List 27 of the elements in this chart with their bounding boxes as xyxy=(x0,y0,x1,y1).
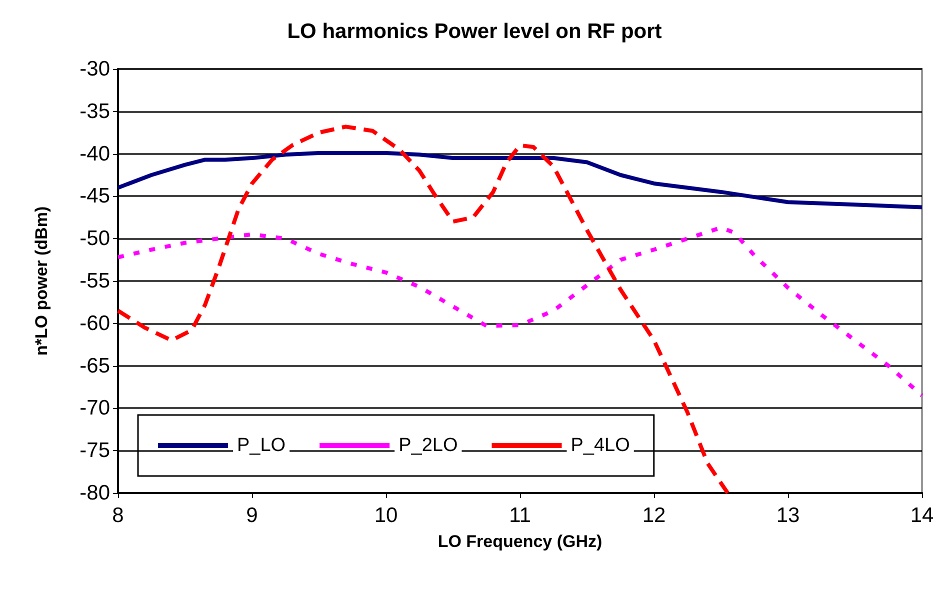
y-tick-label: -55 xyxy=(80,270,110,292)
x-tick-label: 9 xyxy=(246,504,258,527)
x-tick-label: 12 xyxy=(642,504,666,527)
y-tick-label: -75 xyxy=(80,439,110,462)
line-series xyxy=(116,124,730,495)
legend-label: P_2LO xyxy=(398,435,458,456)
legend-label: P_LO xyxy=(237,435,286,456)
x-tick-label: 8 xyxy=(112,504,124,527)
line-series xyxy=(116,150,924,210)
y-tick-label: -50 xyxy=(80,227,110,250)
y-tick-label: -45 xyxy=(80,184,110,208)
x-tick-label: 11 xyxy=(509,504,531,527)
y-tick-label: -35 xyxy=(80,100,110,123)
y-tick-label: -80 xyxy=(80,482,110,504)
line-series xyxy=(116,226,924,398)
y-tick-label: -70 xyxy=(80,396,110,420)
x-tick-label: 14 xyxy=(910,504,934,527)
chart-title: LO harmonics Power level on RF port xyxy=(287,20,662,43)
y-axis-title: n*LO power (dBm) xyxy=(32,206,51,356)
y-tick-label: -30 xyxy=(80,58,110,80)
y-tick-label: -65 xyxy=(80,354,110,378)
x-tick-label: 13 xyxy=(776,504,800,527)
x-tick-label: 10 xyxy=(374,504,398,527)
legend-label: P_4LO xyxy=(570,435,630,456)
x-axis-title: LO Frequency (GHz) xyxy=(438,532,602,551)
y-tick-label: -40 xyxy=(80,142,110,166)
y-tick-label: -60 xyxy=(80,312,110,335)
